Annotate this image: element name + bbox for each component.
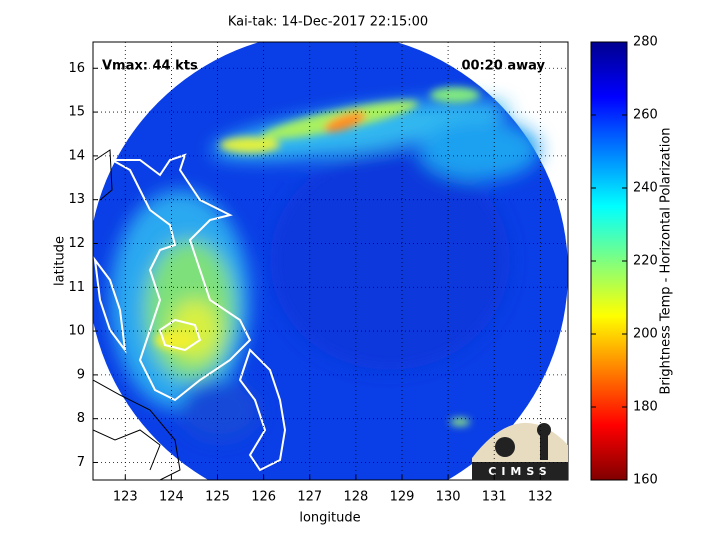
annotation: 00:20 away <box>461 59 545 74</box>
x-tick-label: 125 <box>205 490 230 505</box>
logo: CIMSS <box>472 422 568 480</box>
colorbar-tick-label: 160 <box>633 473 658 488</box>
coastline <box>93 153 287 472</box>
x-tick-label: 126 <box>251 490 276 505</box>
y-tick-label: 16 <box>68 61 85 76</box>
annotation: Vmax: 44 kts <box>102 59 198 74</box>
x-tick-label: 124 <box>159 490 184 505</box>
coastline-outer <box>93 149 181 480</box>
colorbar-label: Brightness Temp - Horizontal Polarizatio… <box>659 127 674 394</box>
x-tick-label: 127 <box>297 490 322 505</box>
y-tick-label: 14 <box>68 148 85 163</box>
x-axis-label: longitude <box>299 511 360 526</box>
colorbar-tick-label: 260 <box>633 108 658 123</box>
x-tick-label: 129 <box>390 490 415 505</box>
x-tick-label: 132 <box>528 490 553 505</box>
axes-frame <box>92 41 569 481</box>
x-tick-label: 131 <box>482 490 507 505</box>
y-axis-label: latitude <box>53 236 68 286</box>
colorbar <box>590 41 628 481</box>
swath-image <box>93 42 568 480</box>
colorbar-tick-label: 280 <box>633 35 658 50</box>
y-tick-label: 11 <box>68 280 85 295</box>
colorbar-tick-label: 220 <box>633 254 658 269</box>
colorbar-tick-label: 240 <box>633 181 658 196</box>
x-tick-label: 128 <box>343 490 368 505</box>
colorbar-tick-label: 180 <box>633 400 658 415</box>
x-tick-label: 130 <box>436 490 461 505</box>
chart-title: Kai-tak: 14-Dec-2017 22:15:00 <box>228 15 428 30</box>
y-tick-label: 12 <box>68 236 85 251</box>
y-tick-label: 15 <box>68 105 85 120</box>
y-tick-label: 9 <box>77 367 85 382</box>
y-tick-label: 8 <box>77 411 85 426</box>
y-tick-label: 7 <box>77 455 85 470</box>
y-tick-label: 10 <box>68 324 85 339</box>
y-tick-label: 13 <box>68 192 85 207</box>
colorbar-tick-label: 200 <box>633 327 658 342</box>
logo-text: CIMSS <box>488 465 551 478</box>
x-tick-label: 123 <box>113 490 138 505</box>
